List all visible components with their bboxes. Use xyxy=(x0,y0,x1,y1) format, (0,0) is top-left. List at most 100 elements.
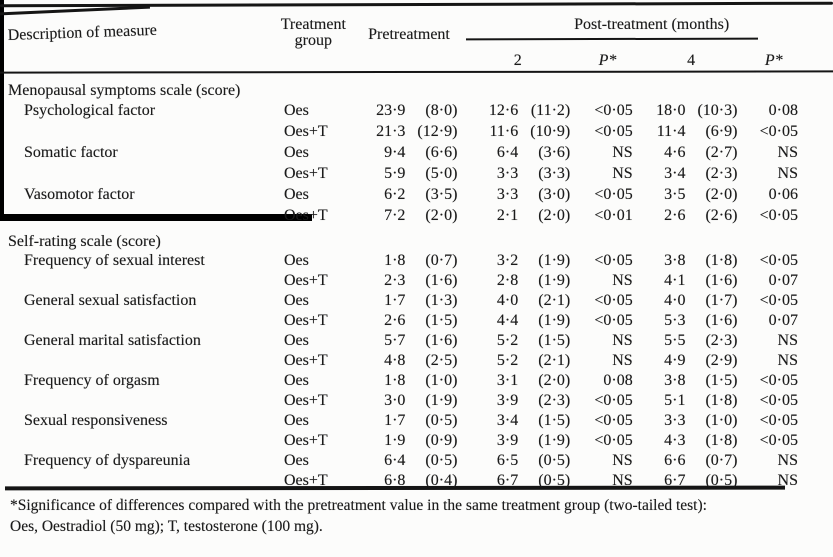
mean-value: 3·9 xyxy=(496,432,519,449)
month4-cell: 4·0 (1·7) xyxy=(641,291,742,311)
footnote: *Significance of differences compared wi… xyxy=(10,495,810,537)
sd-value: (2·0) xyxy=(538,206,571,224)
group-cell: Oes+T xyxy=(283,432,328,449)
mean-value: 5·7 xyxy=(384,332,406,349)
month2-cell: 6·4 (3·6) xyxy=(461,142,574,163)
mean-value: 6·7 xyxy=(496,472,519,489)
month2-cell-wrap: 6·5 (0·5) xyxy=(461,452,574,470)
sd-value: (0·9) xyxy=(425,432,458,449)
sd-value: (12·9) xyxy=(417,122,458,140)
mean-value: 5·3 xyxy=(664,312,686,329)
mean-value: 3·8 xyxy=(664,372,686,389)
mean-value: 5·9 xyxy=(384,164,406,182)
mean-value: 4·4 xyxy=(496,312,519,329)
measure-cell xyxy=(0,471,270,491)
mean-value: 11·4 xyxy=(656,122,686,140)
month2-cell: 2·8 (1·9) xyxy=(461,271,574,291)
pretreatment-cell-wrap: 4·8 (2·5) xyxy=(357,352,462,370)
p4-cell: <0·05 xyxy=(759,372,798,389)
table-row: Oes+T 2·6 (1·5) 4·4 (1·9) <0·05 5·3 (1·6) 0·07 xyxy=(0,311,806,331)
month2-cell-wrap: 4·0 (2·1) xyxy=(461,292,574,310)
month2-cell: 3·4 (1·5) xyxy=(461,411,574,431)
table-row: Frequency of sexual interest Oes 1·8 (0·7) 3… xyxy=(0,251,806,271)
month4-cell: 3·4 (2·3) xyxy=(641,163,742,184)
month2-cell-wrap: 3·1 (2·0) xyxy=(461,372,574,390)
subheader-month-2: 2 xyxy=(513,52,522,69)
mean-value: 3·4 xyxy=(664,164,686,182)
pretreatment-cell-wrap: 23·9 (8·0) xyxy=(357,102,462,120)
table-row: Vasomotor factor Oes 6·2 (3·5) 3·3 (3·0) <0·05… xyxy=(0,184,806,205)
mean-value: 1·7 xyxy=(384,412,406,429)
table-row: Psychological factor Oes 23·9 (8·0) 12·6 (11·… xyxy=(0,100,806,121)
mean-value: 23·9 xyxy=(376,101,406,119)
sd-value: (10·9) xyxy=(530,122,571,140)
table-row: Somatic factor Oes 9·4 (6·6) 6·4 (3·6) NS 4·6 (2… xyxy=(0,142,806,163)
mean-value: 6·8 xyxy=(384,472,406,489)
month2-cell-wrap: 4·4 (1·9) xyxy=(461,312,574,330)
mean-value: 21·3 xyxy=(376,122,406,140)
p2-cell: NS xyxy=(612,272,633,289)
month2-cell-wrap: 5·2 (1·5) xyxy=(461,332,574,350)
sd-value: (1·9) xyxy=(538,432,571,449)
group-cell: Oes xyxy=(283,101,309,119)
month2-cell-wrap: 3·9 (2·3) xyxy=(461,392,574,410)
group-cell: Oes xyxy=(283,412,309,429)
pretreatment-cell: 6·4 (0·5) xyxy=(357,451,462,471)
month4-cell-wrap: 3·8 (1·8) xyxy=(641,252,742,270)
mean-value: 5·1 xyxy=(664,392,686,409)
sd-value: (1·6) xyxy=(425,272,458,289)
pretreatment-cell: 5·9 (5·0) xyxy=(357,163,462,184)
sd-value: (1·3) xyxy=(425,292,458,309)
pretreatment-cell: 1·9 (0·9) xyxy=(357,431,462,451)
section-title: Self-rating scale (score) xyxy=(8,233,161,250)
mean-value: 2·1 xyxy=(496,206,519,224)
measure-cell: Psychological factor xyxy=(24,101,156,119)
sd-value: (2·7) xyxy=(705,143,738,161)
sd-value: (1·8) xyxy=(705,252,738,269)
p4-cell: <0·05 xyxy=(759,392,798,409)
measure-cell: General marital satisfaction xyxy=(24,332,201,349)
pretreatment-cell-wrap: 21·3 (12·9) xyxy=(357,123,462,141)
mean-value: 1·8 xyxy=(384,372,406,389)
month2-cell: 5·2 (1·5) xyxy=(461,331,574,351)
month2-cell-wrap: 6·4 (3·6) xyxy=(461,144,574,162)
month4-cell-wrap: 4·6 (2·7) xyxy=(641,144,742,162)
mean-value: 3·3 xyxy=(496,164,519,182)
p4-cell: <0·05 xyxy=(759,122,798,140)
sd-value: (1·6) xyxy=(425,332,458,349)
sd-value: (0·5) xyxy=(538,472,571,489)
p2-cell: NS xyxy=(612,332,633,349)
month4-cell: 4·9 (2·9) xyxy=(641,351,742,371)
pretreatment-cell-wrap: 2·3 (1·6) xyxy=(357,272,462,290)
month2-cell-wrap: 12·6 (11·2) xyxy=(461,102,574,120)
p2-cell: NS xyxy=(612,472,633,489)
month4-cell-wrap: 3·5 (2·0) xyxy=(641,186,742,204)
group-cell: Oes+T xyxy=(283,164,328,182)
pretreatment-cell: 6·8 (0·4) xyxy=(357,471,462,491)
sd-value: (1·5) xyxy=(705,372,738,389)
table-row: Oes+T 4·8 (2·5) 5·2 (2·1) NS 4·9 (2·9) NS xyxy=(0,351,806,371)
mean-value: 2·8 xyxy=(496,272,519,289)
month4-cell-wrap: 3·4 (2·3) xyxy=(641,165,742,183)
p4-cell: NS xyxy=(777,332,798,349)
mean-value: 9·4 xyxy=(384,143,406,161)
mean-value: 2·3 xyxy=(384,272,406,289)
sd-value: (6·6) xyxy=(425,143,458,161)
pretreatment-cell-wrap: 2·6 (1·5) xyxy=(357,312,462,330)
table-row: Oes+T 21·3 (12·9) 11·6 (10·9) <0·05 11·4 (6·9) <… xyxy=(0,121,806,142)
measure-column-header-label: Description of measure xyxy=(7,21,158,45)
p2-cell: NS xyxy=(612,352,633,369)
month2-cell-wrap: 6·7 (0·5) xyxy=(461,472,574,490)
sd-value: (2·9) xyxy=(705,352,738,369)
sd-value: (10·3) xyxy=(697,101,738,119)
p2-cell: <0·05 xyxy=(594,292,633,309)
p4-cell: 0·07 xyxy=(768,272,798,289)
mean-value: 5·2 xyxy=(496,352,519,369)
footnote-line-1: *Significance of differences compared wi… xyxy=(10,497,707,514)
pretreatment-cell-wrap: 5·7 (1·6) xyxy=(357,332,462,350)
mean-value: 3·5 xyxy=(664,185,686,203)
sd-value: (0·5) xyxy=(538,452,571,469)
month4-cell-wrap: 5·3 (1·6) xyxy=(641,312,742,330)
month4-cell-wrap: 4·9 (2·9) xyxy=(641,352,742,370)
